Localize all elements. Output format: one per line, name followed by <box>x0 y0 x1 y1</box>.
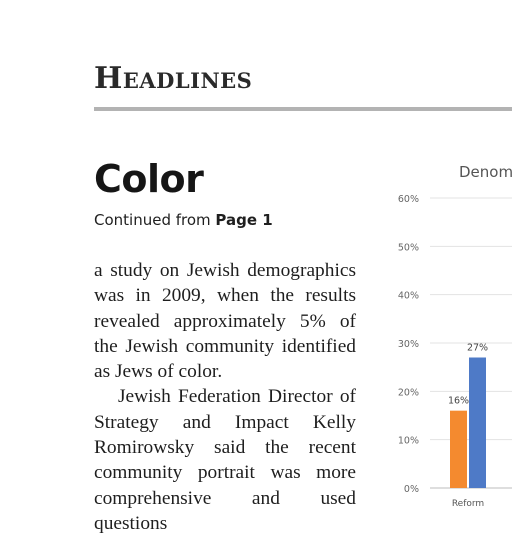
bar <box>450 410 467 488</box>
chart-y-ticks: 0% 10% 20% 30% 40% 50% 60% <box>398 194 419 495</box>
bar-data-label: 16% <box>448 396 469 407</box>
y-tick-label: 60% <box>398 194 419 205</box>
chart-bars <box>450 357 486 488</box>
y-tick-label: 30% <box>398 339 419 350</box>
y-tick-label: 20% <box>398 387 419 398</box>
chart-title: Denom <box>459 163 512 181</box>
paragraph-2: Jewish Federation Director of Strategy a… <box>94 386 356 534</box>
article-body: a study on Jewish demographics was in 20… <box>94 258 356 536</box>
continued-line: Continued from Page 1 <box>94 211 273 229</box>
chart-svg: Denom 0% 10% 20% 30% 40% 50% 60% 16% 27% Reform <box>398 163 512 509</box>
section-rule <box>94 107 512 111</box>
paragraph-1: a study on Jewish demographics was in 20… <box>94 260 356 383</box>
chart-data-labels: 16% 27% <box>448 343 488 407</box>
y-tick-label: 50% <box>398 242 419 253</box>
y-tick-label: 0% <box>404 484 419 495</box>
bar <box>469 357 486 488</box>
category-label: Reform <box>452 499 484 509</box>
bar-data-label: 27% <box>467 343 488 354</box>
y-tick-label: 40% <box>398 291 419 302</box>
chart-categories: Reform <box>452 499 484 509</box>
continued-prefix: Continued from <box>94 211 216 229</box>
section-title: Headlines <box>94 61 253 96</box>
y-tick-label: 10% <box>398 436 419 447</box>
continued-page-link[interactable]: Page 1 <box>215 211 273 229</box>
denomination-chart: Denom 0% 10% 20% 30% 40% 50% 60% 16% 27% Reform <box>386 150 512 512</box>
article-headline: Color <box>94 157 204 201</box>
